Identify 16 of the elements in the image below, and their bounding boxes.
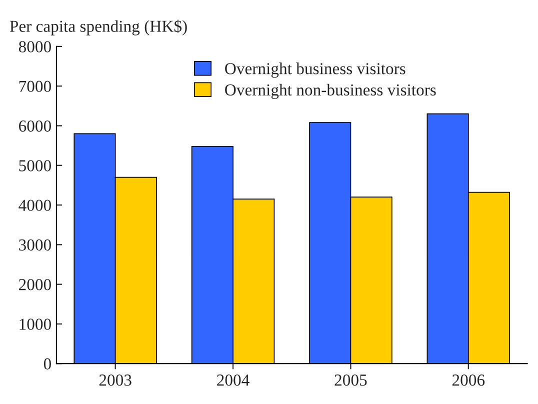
y-axis-title: Per capita spending (HK$)	[10, 20, 187, 36]
x-tick-label: 2003	[99, 374, 132, 386]
y-tick-label: 4000	[18, 200, 51, 211]
y-tick-label: 0	[44, 358, 51, 370]
y-tick-label: 7000	[19, 80, 51, 92]
x-tick-label: 2005	[334, 374, 367, 386]
y-tick-label: 3000	[19, 239, 51, 251]
y-tick-label: 6000	[19, 120, 51, 132]
y-tick-label: 5000	[19, 160, 51, 172]
x-tick-label: 2004	[217, 374, 250, 386]
y-tick-label: 8000	[18, 41, 51, 52]
y-tick-label: 1000	[20, 318, 51, 330]
x-tick-label: 2006	[452, 374, 485, 386]
legend-label: Overnight business visitors	[225, 62, 406, 78]
y-tick-label: 2000	[19, 279, 51, 290]
legend-label: Overnight non-business visitors	[225, 84, 436, 99]
